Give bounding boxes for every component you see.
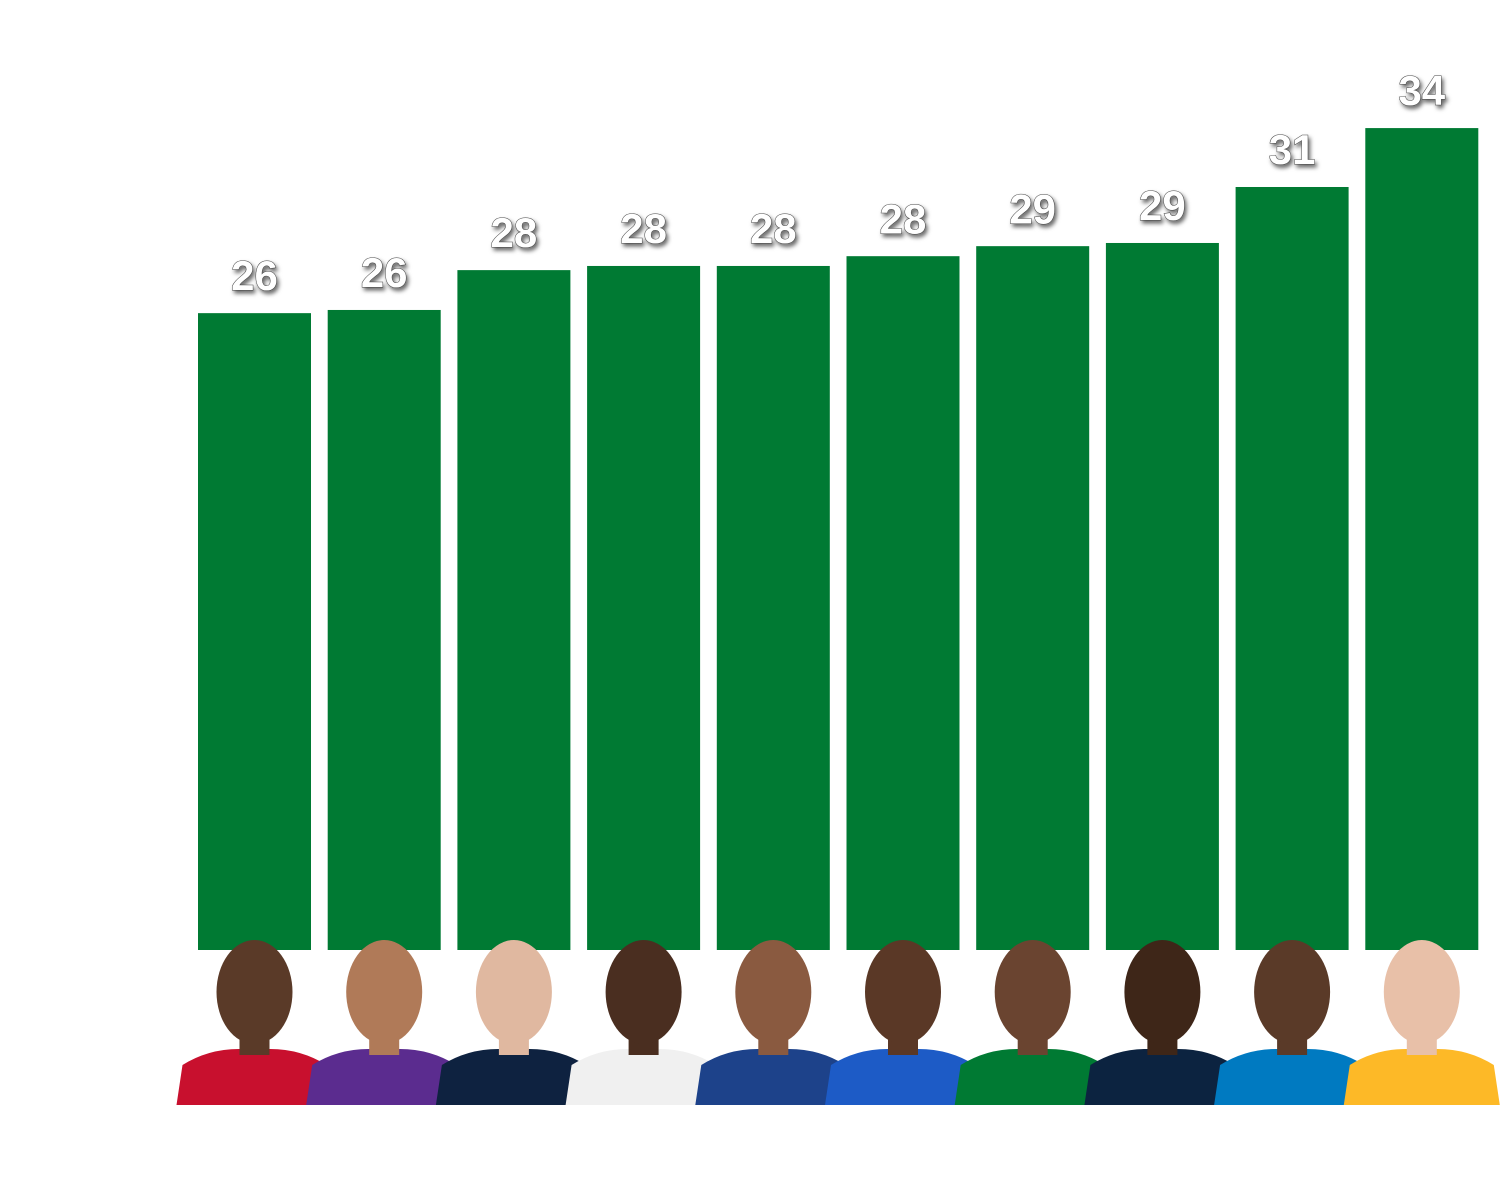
value-label: 29 bbox=[1139, 182, 1186, 229]
value-label: 26 bbox=[231, 252, 278, 299]
head bbox=[475, 940, 552, 1044]
bar bbox=[846, 256, 960, 950]
player-photo bbox=[306, 940, 463, 1105]
jersey bbox=[1214, 1049, 1371, 1105]
jersey bbox=[1343, 1049, 1500, 1105]
value-label: 31 bbox=[1269, 126, 1316, 173]
value-label: 28 bbox=[750, 205, 797, 252]
bar bbox=[716, 265, 830, 950]
value-label: 28 bbox=[620, 205, 667, 252]
jersey bbox=[435, 1049, 592, 1105]
jersey bbox=[1084, 1049, 1241, 1105]
head bbox=[346, 940, 423, 1044]
jersey bbox=[695, 1049, 852, 1105]
jersey bbox=[565, 1049, 722, 1105]
player-photo bbox=[695, 940, 852, 1105]
player-photo bbox=[176, 940, 333, 1105]
player-photo bbox=[1214, 940, 1371, 1105]
head bbox=[1124, 940, 1201, 1044]
head bbox=[1383, 940, 1460, 1044]
jersey bbox=[176, 1049, 333, 1105]
bar bbox=[976, 246, 1090, 950]
player-photo bbox=[825, 940, 981, 1105]
bar bbox=[327, 309, 441, 950]
value-label: 28 bbox=[880, 195, 927, 242]
head bbox=[605, 940, 682, 1044]
head bbox=[1254, 940, 1331, 1044]
player-photo bbox=[954, 940, 1111, 1105]
head bbox=[216, 940, 293, 1044]
value-label: 26 bbox=[361, 249, 408, 296]
player-photo bbox=[435, 940, 592, 1105]
player-photo bbox=[565, 940, 722, 1105]
jersey bbox=[954, 1049, 1111, 1105]
player-photo bbox=[1084, 940, 1241, 1105]
head bbox=[994, 940, 1071, 1044]
value-label: 28 bbox=[491, 209, 538, 256]
bar bbox=[1235, 186, 1349, 951]
jersey bbox=[306, 1049, 463, 1105]
value-label: 29 bbox=[1009, 185, 1056, 232]
jersey bbox=[825, 1049, 981, 1105]
bar bbox=[457, 270, 571, 951]
bar bbox=[587, 265, 701, 950]
head bbox=[735, 940, 812, 1044]
value-label: 34 bbox=[1398, 67, 1445, 114]
head bbox=[865, 940, 941, 1044]
bar bbox=[1365, 128, 1479, 950]
player-photo bbox=[1343, 940, 1500, 1105]
bar bbox=[198, 313, 311, 950]
bar bbox=[1105, 242, 1219, 950]
